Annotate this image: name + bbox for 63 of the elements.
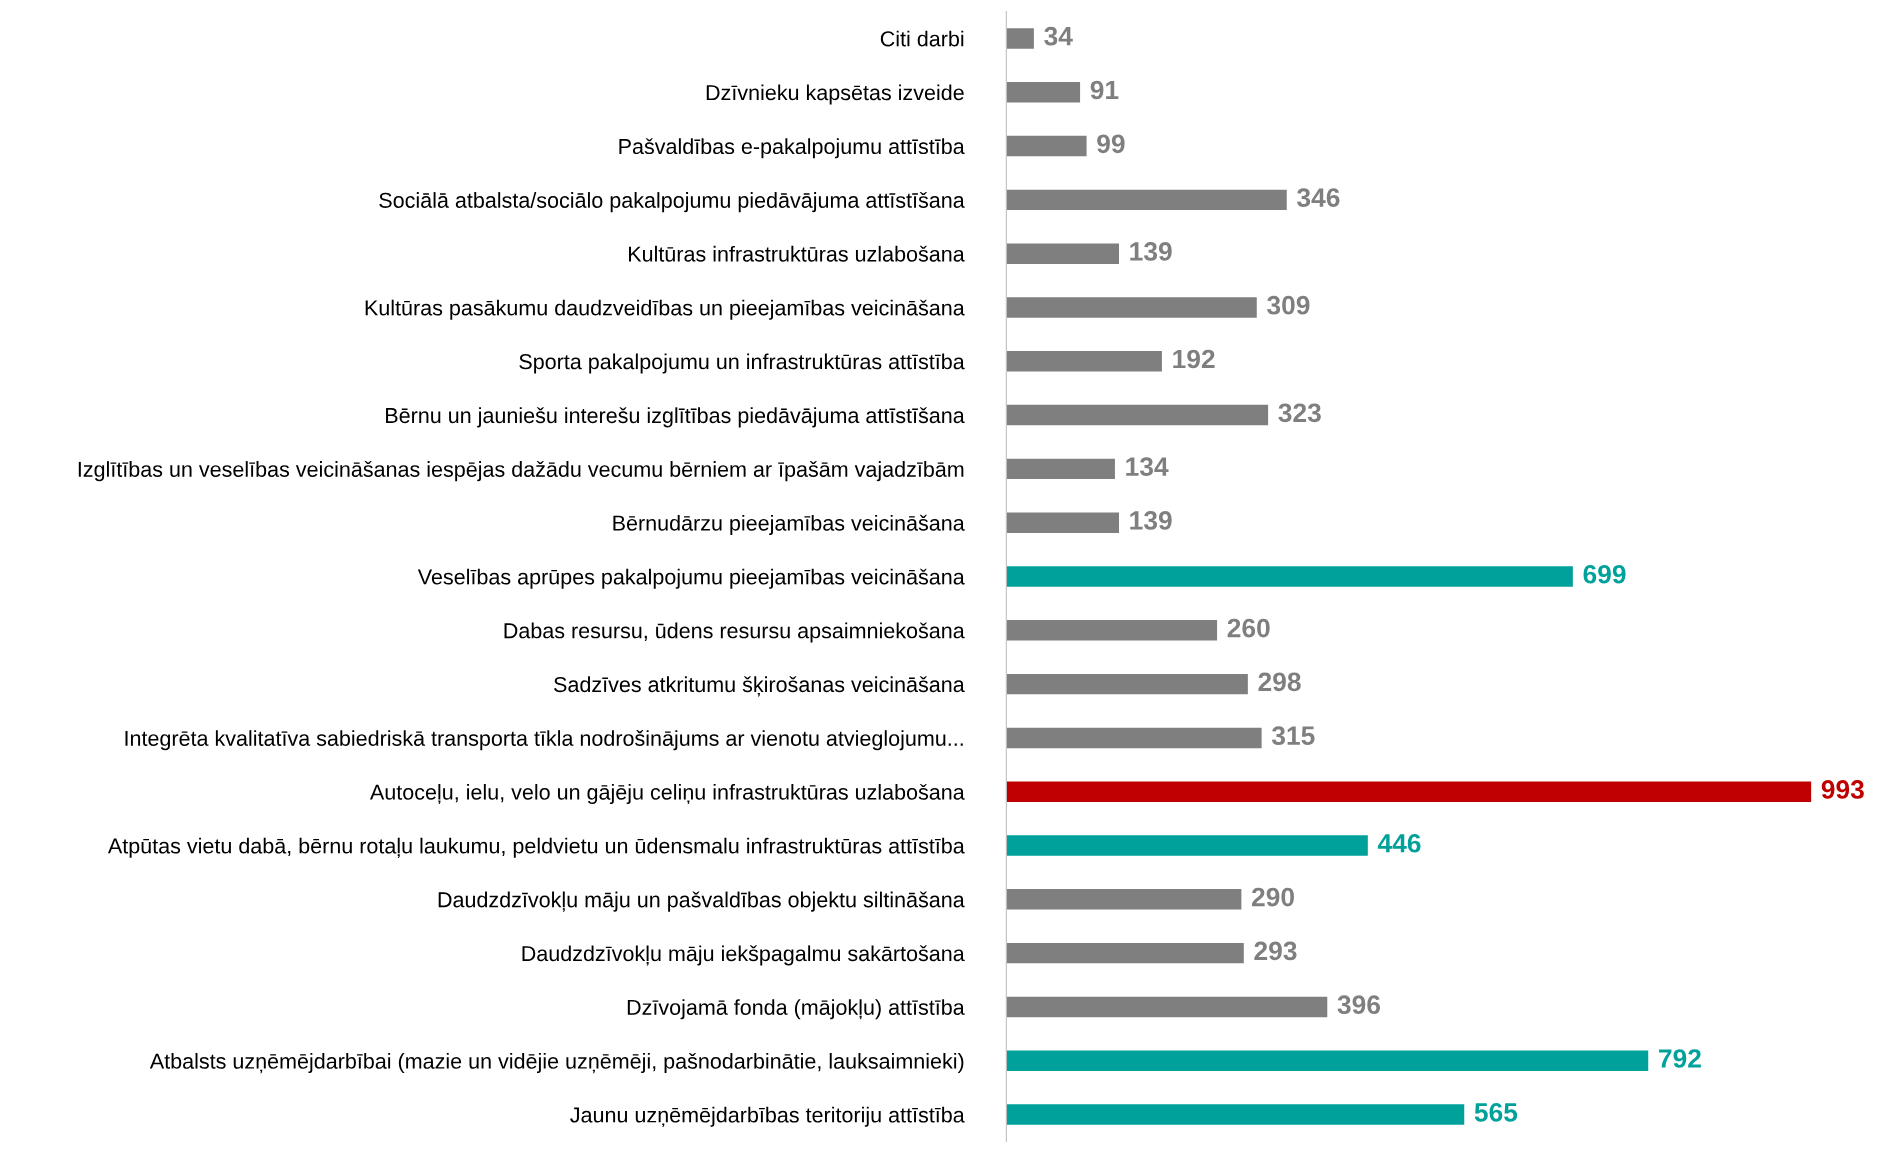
data-label: 91 — [1090, 80, 1119, 100]
y-tick-label: Sporta pakalpojumu un infrastruktūras attīstība — [519, 353, 965, 374]
bar — [1006, 512, 1119, 533]
y-tick-label: Sociālā atbalsta/sociālo pakalpojumu piedāvājuma attīstīšana — [379, 192, 965, 213]
data-label: 298 — [1258, 672, 1301, 692]
data-label: 446 — [1377, 833, 1421, 853]
y-tick-label: Atpūtas vietu dabā, bērnu rotaļu laukumu, peldvietu un ūdensmalu infrastruktūras attīstība — [107, 837, 965, 858]
data-label: 993 — [1821, 780, 1864, 799]
bar — [1006, 566, 1573, 587]
bar — [1006, 351, 1162, 372]
bar — [1006, 1104, 1465, 1125]
data-label: 139 — [1130, 511, 1172, 530]
bar — [1006, 404, 1269, 426]
bar — [1006, 889, 1242, 910]
y-tick-label: Daudzdzīvokļu māju un pašvaldības objektu siltināšana — [438, 891, 965, 912]
data-label: 139 — [1130, 242, 1172, 261]
y-tick-label: Dzīvojamā fonda (mājokļu) attīstība — [627, 999, 965, 1020]
y-tick-label: Bērnudārzu pieejamības veicināšana — [613, 514, 965, 535]
y-tick-label: Citi darbi — [880, 30, 964, 47]
bar — [1006, 1050, 1649, 1071]
bar — [1006, 189, 1287, 211]
data-label: 346 — [1297, 188, 1340, 207]
data-label: 396 — [1337, 995, 1381, 1015]
data-label: 565 — [1474, 1102, 1518, 1122]
y-tick-label: Sadzīves atkritumu šķirošanas veicināšana — [554, 676, 965, 697]
y-tick-label: Pašvaldības e-pakalpojumu attīstība — [619, 138, 965, 159]
y-tick-label: Kultūras pasākumu daudzveidības un pieejamības veicināšana — [365, 299, 965, 320]
y-tick-label: Integrēta kvalitatīva sabiedriskā transporta tīkla nodrošinājums ar vienotu atvieglojumu... — [125, 730, 963, 751]
bar — [1006, 28, 1034, 49]
data-label: 134 — [1126, 457, 1169, 477]
data-label: 323 — [1278, 403, 1321, 423]
y-tick-label: Autoceļu, ielu, velo un gājēju celiņu infrastruktūras uzlabošana — [369, 783, 965, 805]
data-label: 699 — [1583, 564, 1626, 584]
y-tick-label: Kultūras infrastruktūras uzlabošana — [629, 245, 965, 262]
y-tick-label: Veselības aprūpes pakalpojumu pieejamības veicināšana — [417, 568, 965, 589]
y-tick-label: Izglītības un veselības veicināšanas iespējas dažādu vecumu bērniem ar īpašām vajadzībām — [78, 461, 964, 482]
bar — [1006, 458, 1115, 480]
data-label: 315 — [1271, 726, 1315, 746]
y-tick-label: Daudzdzīvokļu māju iekšpagalmu sakārtošana — [522, 945, 965, 966]
data-label: 792 — [1659, 1049, 1701, 1068]
bar — [1006, 82, 1081, 103]
bar — [1006, 297, 1257, 318]
bar — [1006, 620, 1218, 641]
y-tick-label: Atbalsts uzņēmējdarbībai (mazie un vidējie uzņēmēji, pašnodarbinātie, lauksaimnieki) — [149, 1052, 964, 1074]
bar — [1006, 673, 1248, 695]
bar — [1006, 135, 1087, 157]
y-tick-label: Bērnu un jauniešu interešu izglītības piedāvājuma attīstīšana — [386, 407, 965, 428]
y-tick-label: Dabas resursu, ūdens resursu apsaimniekošana — [504, 622, 965, 643]
data-label: 260 — [1227, 618, 1270, 638]
data-label: 309 — [1267, 295, 1310, 315]
bar — [1006, 243, 1119, 264]
bar — [1006, 781, 1812, 802]
bar — [1006, 942, 1244, 964]
data-label: 293 — [1254, 941, 1297, 961]
data-label: 99 — [1097, 134, 1125, 154]
bar — [1006, 835, 1368, 856]
bar — [1006, 727, 1262, 749]
data-label: 192 — [1173, 349, 1215, 369]
y-tick-label: Jaunu uzņēmējdarbības teritoriju attīstība — [570, 1106, 965, 1127]
data-label: 34 — [1044, 26, 1073, 46]
y-tick-label: Dzīvnieku kapsētas izveide — [706, 84, 964, 105]
data-label: 290 — [1251, 887, 1294, 907]
bar — [1006, 996, 1328, 1018]
